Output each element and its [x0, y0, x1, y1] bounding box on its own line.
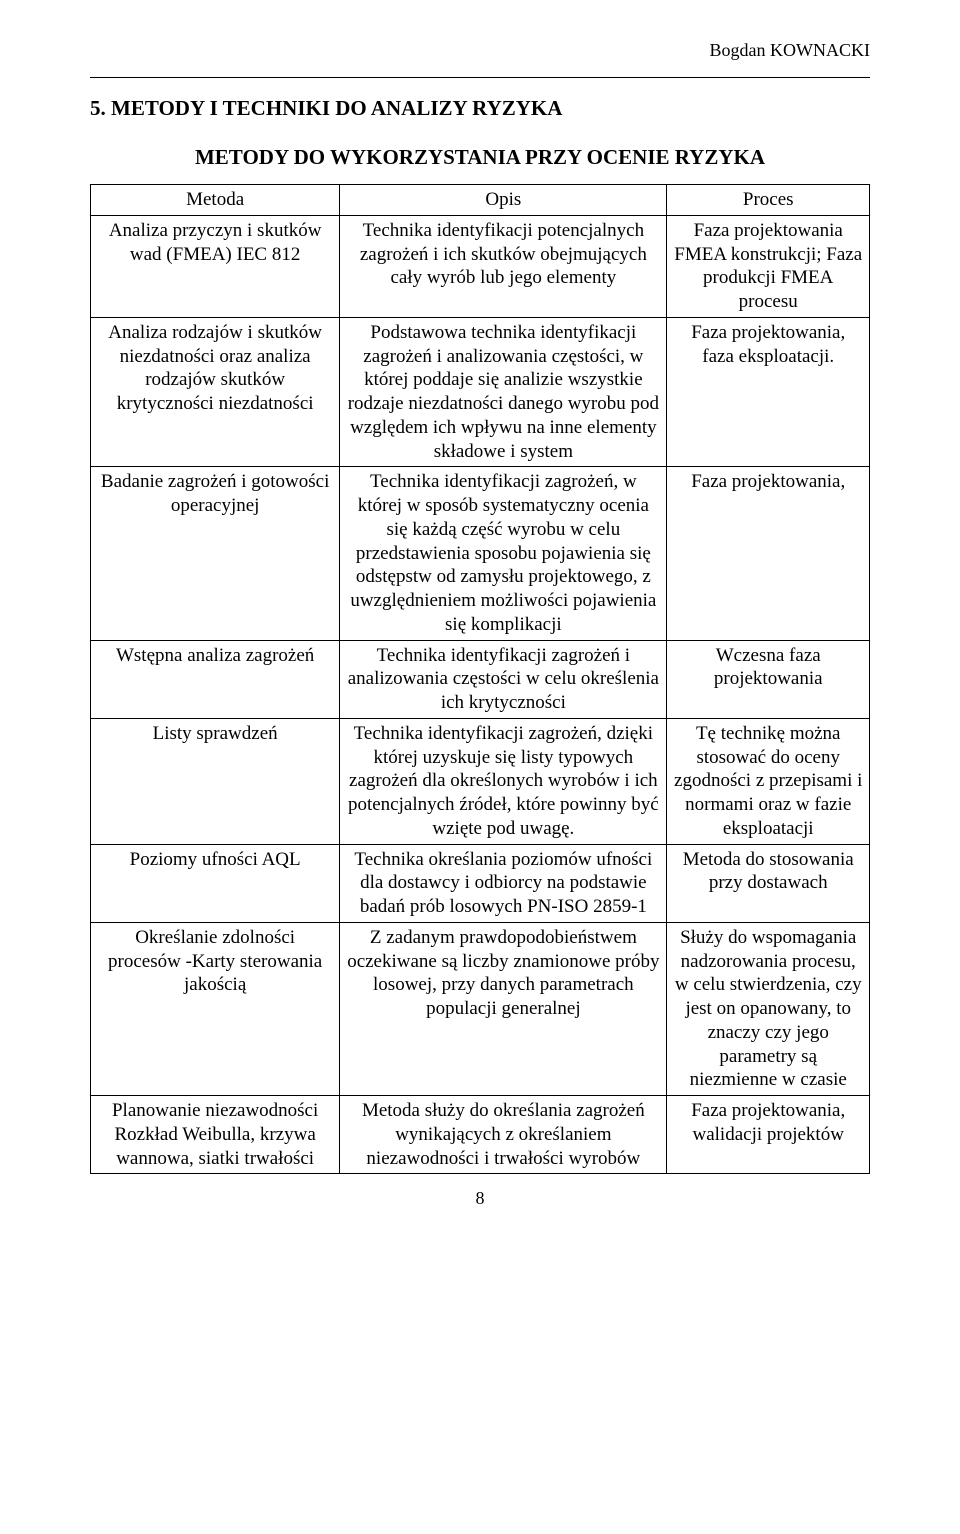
cell-proces: Faza projektowania, faza eksploatacji.: [667, 317, 870, 467]
page-number: 8: [90, 1188, 870, 1209]
table-row: Określanie zdolności procesów -Karty ste…: [91, 922, 870, 1095]
cell-metoda: Wstępna analiza zagrożeń: [91, 640, 340, 718]
cell-opis: Technika określania poziomów ufności dla…: [340, 844, 667, 922]
col-header-metoda: Metoda: [91, 185, 340, 216]
cell-proces: Faza projektowania,: [667, 467, 870, 640]
cell-proces: Służy do wspomagania nadzorowania proces…: [667, 922, 870, 1095]
table-row: Analiza rodzajów i skutków niezdatności …: [91, 317, 870, 467]
table-row: Listy sprawdzeń Technika identyfikacji z…: [91, 718, 870, 844]
cell-metoda: Badanie zagrożeń i gotowości operacyjnej: [91, 467, 340, 640]
cell-opis: Z zadanym prawdopodobieństwem oczekiwane…: [340, 922, 667, 1095]
table-row: Analiza przyczyn i skutków wad (FMEA) IE…: [91, 215, 870, 317]
running-head: Bogdan KOWNACKI: [90, 40, 870, 61]
cell-proces: Metoda do stosowania przy dostawach: [667, 844, 870, 922]
methods-table: Metoda Opis Proces Analiza przyczyn i sk…: [90, 184, 870, 1174]
section-title: 5. METODY I TECHNIKI DO ANALIZY RYZYKA: [90, 96, 870, 121]
table-header-row: Metoda Opis Proces: [91, 185, 870, 216]
table-row: Planowanie niezawodności Rozkład Weibull…: [91, 1096, 870, 1174]
cell-metoda: Określanie zdolności procesów -Karty ste…: [91, 922, 340, 1095]
cell-metoda: Analiza rodzajów i skutków niezdatności …: [91, 317, 340, 467]
cell-opis: Metoda służy do określania zagrożeń wyni…: [340, 1096, 667, 1174]
cell-metoda: Poziomy ufności AQL: [91, 844, 340, 922]
cell-metoda: Listy sprawdzeń: [91, 718, 340, 844]
cell-metoda: Planowanie niezawodności Rozkład Weibull…: [91, 1096, 340, 1174]
cell-proces: Faza projektowania FMEA konstrukcji; Faz…: [667, 215, 870, 317]
cell-opis: Technika identyfikacji potencjalnych zag…: [340, 215, 667, 317]
cell-proces: Wczesna faza projektowania: [667, 640, 870, 718]
cell-proces: Faza projektowania, walidacji projektów: [667, 1096, 870, 1174]
cell-opis: Technika identyfikacji zagrożeń i analiz…: [340, 640, 667, 718]
cell-opis: Podstawowa technika identyfikacji zagroż…: [340, 317, 667, 467]
table-row: Badanie zagrożeń i gotowości operacyjnej…: [91, 467, 870, 640]
cell-proces: Tę technikę można stosować do oceny zgod…: [667, 718, 870, 844]
top-horizontal-rule: [90, 77, 870, 78]
table-row: Wstępna analiza zagrożeń Technika identy…: [91, 640, 870, 718]
col-header-proces: Proces: [667, 185, 870, 216]
col-header-opis: Opis: [340, 185, 667, 216]
table-title: METODY DO WYKORZYSTANIA PRZY OCENIE RYZY…: [90, 145, 870, 170]
cell-opis: Technika identyfikacji zagrożeń, dzięki …: [340, 718, 667, 844]
cell-metoda: Analiza przyczyn i skutków wad (FMEA) IE…: [91, 215, 340, 317]
page-container: Bogdan KOWNACKI 5. METODY I TECHNIKI DO …: [0, 0, 960, 1534]
cell-opis: Technika identyfikacji zagrożeń, w które…: [340, 467, 667, 640]
table-row: Poziomy ufności AQL Technika określania …: [91, 844, 870, 922]
